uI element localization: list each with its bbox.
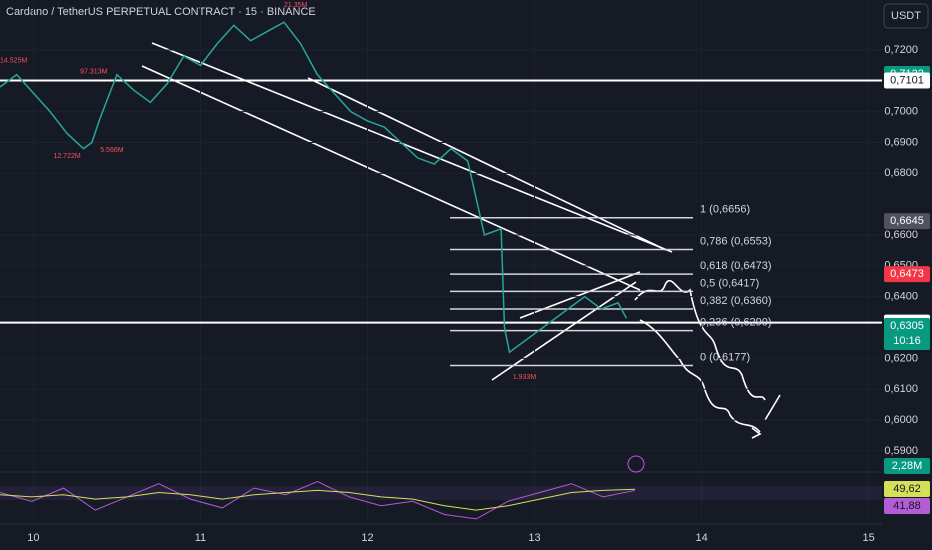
price-label-box [884,213,930,230]
projection-arrow [639,319,762,439]
currency-button[interactable] [883,3,929,29]
price-label: 0,6645 [890,215,924,227]
y-tick-label: 0,6200 [884,352,918,364]
fib-label: 0,5 (0,6417) [700,277,759,289]
fib-label: 0,618 (0,6473) [700,260,772,272]
volume-label: 2,28M [892,460,923,472]
y-tick-label: 0,6000 [884,414,918,426]
price-label-box [884,266,930,283]
drawings [141,42,781,439]
x-tick-label: 10 [27,532,39,544]
chart-title: Cardano / TetherUS PERPETUAL CONTRACT · … [6,6,316,18]
rsi-label: 49,62 [893,483,921,495]
y-tick-label: 0,6400 [884,291,918,303]
alert-icon[interactable] [627,455,645,473]
volume-note: 14.525M [0,58,27,65]
rsi-line [0,488,636,511]
price-label-box [884,72,930,89]
y-tick-label: 0,7000 [884,106,918,118]
price-label: 0,7101 [890,74,924,86]
fib-label: 1 (0,6656) [700,204,750,216]
x-tick-label: 11 [195,532,206,544]
volume-note: 5.566M [100,147,124,154]
price-line [0,21,628,354]
rsi-label-box [884,480,930,497]
wedge-line [519,271,641,319]
fib-label: 0,786 (0,6553) [700,235,772,247]
rsi-label: 41,88 [893,500,921,512]
volume-note: 12.722M [53,153,80,160]
fib-label: 0 (0,6177) [700,351,750,363]
x-tick-label: 12 [361,532,373,544]
y-tick-label: 0,6600 [884,229,918,241]
currency[interactable]: USDT [891,10,921,22]
rsi-band [0,486,882,500]
price-label-box [884,317,930,350]
price-label: 0,6305 [890,320,924,332]
channel-line [141,65,641,291]
x-tick-label: 14 [695,532,707,544]
rsi-label-box [884,497,930,514]
x-tick-label: 15 [863,532,875,544]
volume-label-box [884,458,930,474]
projection-arrow [634,280,781,421]
volume-note: 97.313M [80,68,107,75]
x-tick-label: 13 [528,532,540,544]
volume-note: 21.35M [284,2,308,9]
volume-note: 1.933M [513,374,537,381]
price-label: 0,6473 [890,268,924,280]
fib-label: 0,382 (0,6360) [700,295,772,307]
y-tick-label: 0,5900 [884,445,918,457]
y-tick-label: 0,6800 [884,167,918,179]
fib-label: 0,236 (0,6290) [700,317,772,329]
y-tick-label: 0,7200 [884,44,918,56]
countdown: 10:16 [893,335,921,347]
y-tick-label: 0,6900 [884,136,918,148]
rsi-line [0,480,636,520]
y-tick-label: 0,6100 [884,383,918,395]
